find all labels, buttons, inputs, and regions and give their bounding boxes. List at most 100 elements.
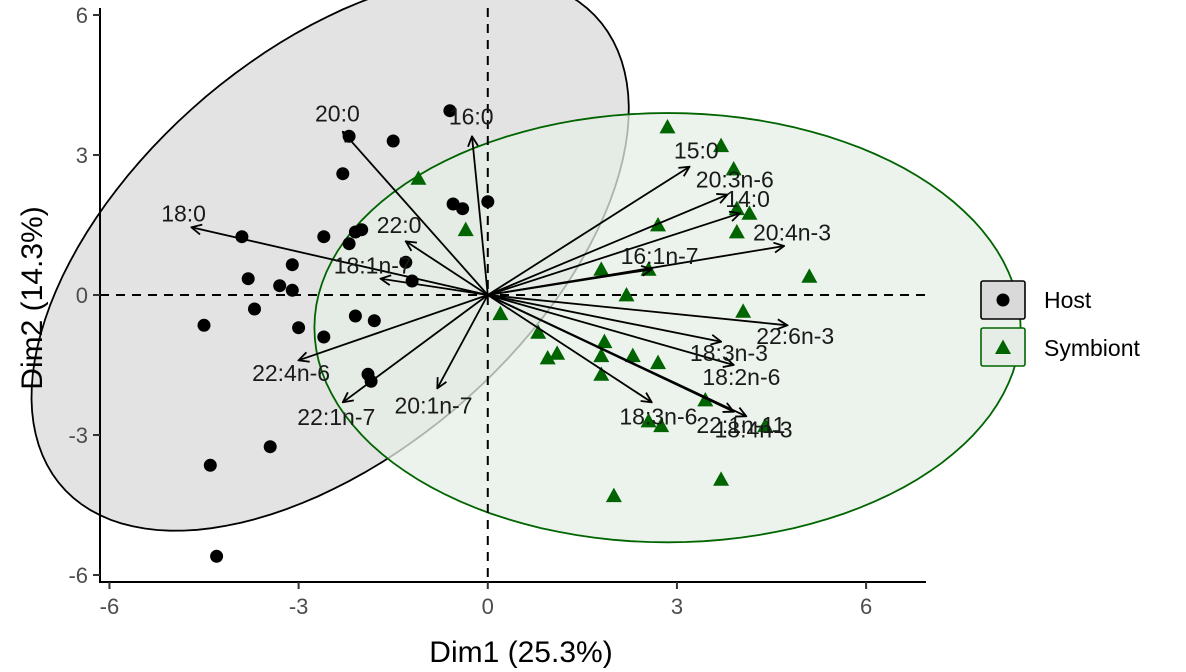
point-host [348,309,362,323]
label-18-3n-3: 18:3n-3 [690,340,768,366]
point-host [292,321,306,335]
point-symbiont [530,324,547,339]
x-tick-label: 0 [482,594,494,619]
legend-marker-host [996,293,1010,307]
label-20-1n-7: 20:1n-7 [394,392,472,418]
label-22-1n-11: 22:1n-11 [696,412,785,438]
arrow-16-1n-7 [487,269,652,296]
point-symbiont [728,224,745,239]
label-18-4n-3: 18:4n-3 [714,417,792,443]
point-symbiont [457,221,474,237]
x-tick-label: 6 [860,594,872,619]
point-host [317,230,331,244]
label-18-3n-6: 18:3n-6 [619,404,697,430]
arrow-15-0 [487,167,690,296]
point-host [355,223,369,237]
point-symbiont [539,350,556,365]
arrow-18-3n-3 [487,294,721,342]
legend-marker-symbiont [995,339,1011,354]
legend-label-symbiont: Symbiont [1044,335,1140,361]
point-host [342,237,356,251]
point-symbiont [725,161,742,176]
ellipse-symbiont [313,112,1022,544]
point-host [273,279,287,293]
label-20-3n-6: 20:3n-6 [696,167,774,193]
y-tick-label: 0 [76,283,88,308]
point-host [342,129,356,143]
point-host [481,195,495,209]
arrow-22-6n-3 [487,294,788,325]
point-host [367,314,381,328]
point-symbiont [713,137,730,153]
arrow-22-1n-7 [343,294,489,402]
reference-lines [100,8,926,582]
arrow-18-1n-7 [381,279,488,296]
label-16-1n-7: 16:1n-7 [621,243,699,269]
legend: Host Symbiont [980,280,1140,367]
point-symbiont [596,333,613,349]
arrow-20-0 [343,132,489,296]
label-20-0: 20:0 [315,101,360,127]
point-host [443,104,457,118]
y-tick-label: 6 [76,3,88,28]
point-host [317,330,331,344]
x-axis-title: Dim1 (25.3%) [429,636,612,669]
label-18-1n-7: 18:1n-7 [334,253,412,279]
point-symbiont [410,170,427,185]
point-host [241,272,255,286]
y-tick-label: 3 [76,143,88,168]
label-20-4n-3: 20:4n-3 [753,220,831,246]
arrow-20-1n-7 [437,294,489,388]
point-host [399,255,413,269]
point-host [263,440,277,454]
y-axis-title: Dim2 (14.3%) [16,206,49,389]
axes: -6 -3 0 3 6 -6 -3 0 3 6 [68,3,926,619]
label-22-4n-6: 22:4n-6 [252,360,330,386]
point-symbiont [593,347,610,363]
point-symbiont [605,487,622,503]
x-tick-label: -3 [289,594,309,619]
point-symbiont [650,354,667,370]
point-host [456,202,470,216]
point-symbiont [741,205,758,220]
point-symbiont [618,287,635,302]
arrow-16-0 [472,136,489,296]
point-symbiont [801,268,818,283]
variable-labels: 20:0 16:0 15:0 20:3n-614:0 18:0 22:0 20:4n-3 16… [161,101,834,443]
y-tick-label: -6 [68,563,88,588]
variable-arrows [191,132,787,417]
label-16-0: 16:0 [449,103,494,129]
arrow-22-4n-6 [299,294,489,360]
label-15-0: 15:0 [674,137,719,163]
arrow-18-4n-3 [487,294,747,416]
data-points [197,104,818,563]
point-symbiont [492,305,509,321]
x-tick-label: 3 [671,594,683,619]
label-18-2n-6: 18:2n-6 [702,364,780,390]
arrow-18-3n-6 [487,294,652,402]
arrow-22-0 [406,241,489,296]
point-host [386,134,400,148]
point-host [336,167,350,181]
point-symbiont [659,119,676,134]
point-symbiont [593,261,610,276]
point-symbiont [640,413,657,428]
point-symbiont [757,417,774,433]
label-14-0: 14:0 [725,186,770,212]
point-host [203,458,217,472]
point-host [210,549,224,563]
arrow-18-0 [191,227,488,296]
x-tick-label: -6 [100,594,120,619]
confidence-ellipses [30,0,1022,544]
label-18-0: 18:0 [161,201,206,227]
label-22-6n-3: 22:6n-3 [756,323,834,349]
point-symbiont [624,347,641,363]
arrow-14-0 [487,213,740,296]
point-symbiont [549,345,566,360]
point-symbiont [735,303,752,318]
point-host [197,318,211,332]
point-symbiont [713,471,730,486]
point-host [285,283,299,297]
point-host [285,258,299,272]
